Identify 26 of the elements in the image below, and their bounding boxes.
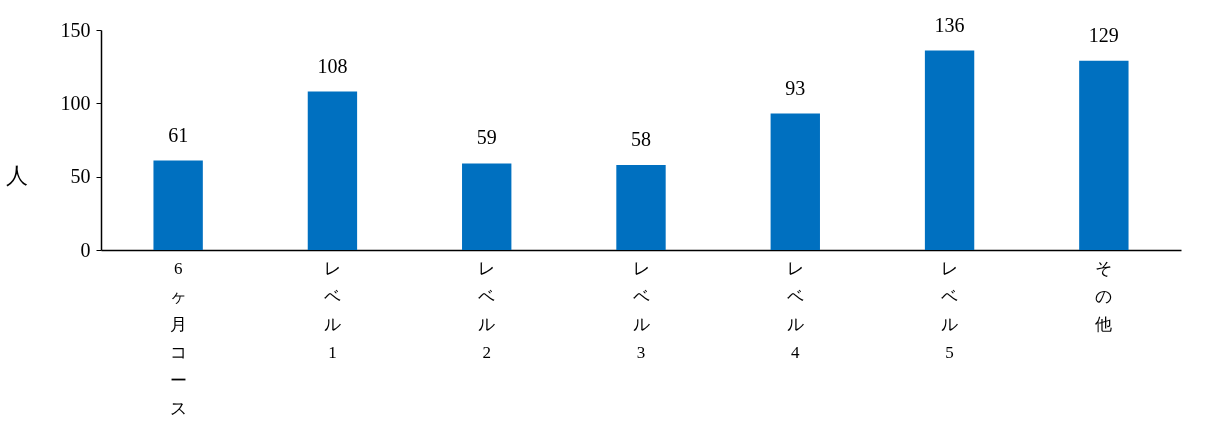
x-tick-label: 6ヶ月コース <box>169 258 187 418</box>
bar <box>616 164 666 250</box>
x-tick-label: レベル1 <box>323 258 341 362</box>
data-label: 129 <box>1088 23 1119 46</box>
y-tick-label: 50 <box>70 165 91 188</box>
x-tick-label: レベル4 <box>786 258 804 362</box>
bar <box>153 160 203 250</box>
y-tick-label: 100 <box>60 91 91 114</box>
x-tick-label: レベル2 <box>478 258 496 362</box>
x-tick-label: レベル5 <box>941 258 959 362</box>
bar <box>770 113 820 250</box>
x-tick-label: その他 <box>1095 258 1113 334</box>
bar <box>462 163 512 250</box>
bar <box>307 91 358 250</box>
data-label: 136 <box>934 13 965 36</box>
x-tick-label: レベル3 <box>632 258 650 362</box>
bar <box>924 50 975 250</box>
data-label: 59 <box>476 126 497 149</box>
data-label: 58 <box>631 127 651 150</box>
y-axis-title: 人 <box>5 162 28 188</box>
data-label: 93 <box>785 76 806 99</box>
bar <box>1079 60 1129 250</box>
data-label: 108 <box>317 54 348 77</box>
data-label: 61 <box>168 123 189 146</box>
y-tick-label: 0 <box>80 238 91 261</box>
y-tick-label: 150 <box>60 18 91 41</box>
